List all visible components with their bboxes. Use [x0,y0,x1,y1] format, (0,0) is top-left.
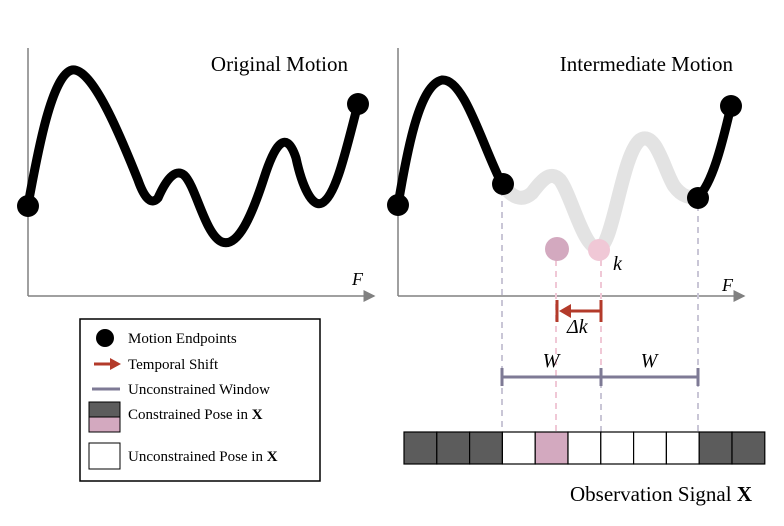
legend-constrained-symbol: X [252,407,263,423]
window-label-right: W [641,350,660,372]
legend-label-unconstrained: Unconstrained Pose in X [128,449,278,465]
legend: Motion Endpoints Temporal Shift Unconstr… [79,318,321,482]
legend-label-window: Unconstrained Window [128,382,270,398]
k-pose-marker [588,239,610,261]
legend-label-endpoints: Motion Endpoints [128,331,237,347]
legend-item-unconstrained: Unconstrained Pose in X [88,442,278,470]
ghost-motion-curve [495,131,705,255]
right-panel-title: Intermediate Motion [560,52,734,76]
observation-cell-constrained [436,431,471,465]
legend-shifted-swatch [88,416,121,433]
observation-cell-unconstrained [567,431,602,465]
legend-constrained-text: Constrained Pose in [128,407,252,423]
left-axis-label: F [351,269,364,289]
legend-item-shift: Temporal Shift [94,357,219,373]
observation-cell-unconstrained [501,431,536,465]
legend-item-window: Unconstrained Window [92,382,270,398]
observation-cell-unconstrained [600,431,635,465]
observation-signal [403,431,766,465]
observation-caption-symbol: X [737,482,752,506]
legend-label-constrained: Constrained Pose in X [128,407,263,423]
observation-cell-unconstrained [632,431,667,465]
observation-cell-constrained [469,431,504,465]
window-end-endpoint [687,187,709,209]
constrained-segment-end [693,101,736,202]
k-label: k [613,253,623,275]
observation-cell-constrained [403,431,438,465]
legend-shift-arrow-icon [110,358,121,370]
endpoint-end [720,95,742,117]
legend-item-endpoints: Motion Endpoints [96,329,237,347]
observation-cell-constrained [698,431,733,465]
observation-cell-unconstrained [665,431,700,465]
legend-endpoint-icon [96,329,114,347]
legend-unconstrained-symbol: X [267,449,278,465]
endpoint-start [387,194,409,216]
window-label-left: W [543,350,562,372]
observation-cell-shifted [534,431,569,465]
legend-unconstrained-text: Unconstrained Pose in [128,449,267,465]
legend-item-constrained: Constrained Pose in X [88,401,263,433]
right-axis-label: F [721,275,734,295]
endpoint-start [17,195,39,217]
shifted-pose-marker [545,237,569,261]
left-panel: F Original Motion [17,48,376,302]
window-start-endpoint [492,173,514,195]
delta-k-label: Δk [566,316,589,338]
original-motion-curve [23,65,363,248]
right-panel: F Intermediate Motion k Δk [387,48,746,432]
observation-caption: Observation Signal X [570,482,752,506]
endpoint-end [347,93,369,115]
left-panel-title: Original Motion [211,52,349,76]
constrained-segment-start [393,75,507,210]
legend-unconstrained-swatch [88,442,121,470]
legend-constrained-swatch [88,401,121,418]
temporal-shift-arrow [555,300,603,322]
unconstrained-window-bar [500,368,700,386]
legend-label-shift: Temporal Shift [128,357,219,373]
observation-caption-text: Observation Signal [570,482,737,506]
observation-cell-constrained [731,431,766,465]
